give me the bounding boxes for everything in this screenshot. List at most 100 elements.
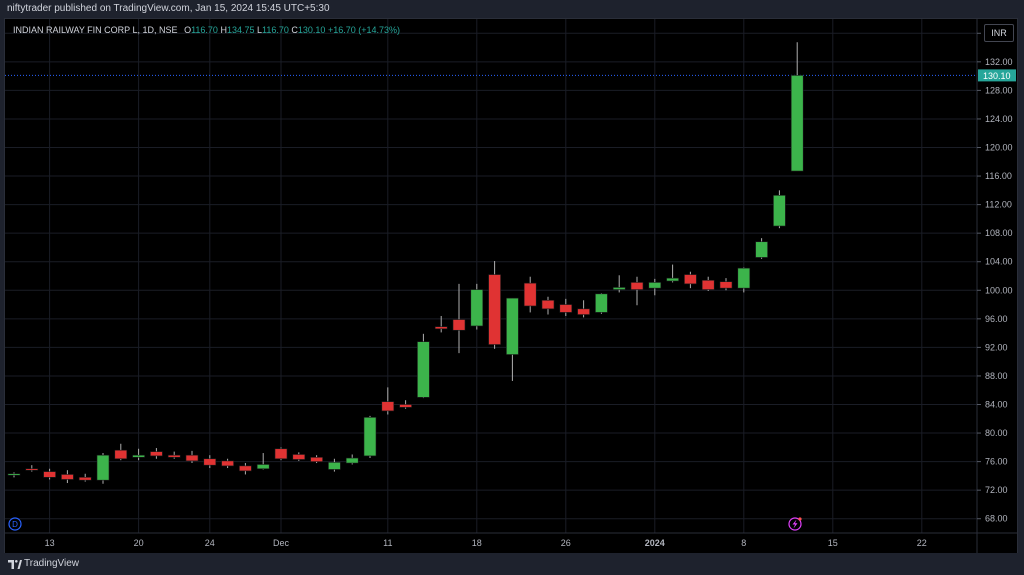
candle[interactable] [417, 333, 430, 399]
candle[interactable] [381, 387, 395, 415]
candle[interactable] [790, 42, 804, 172]
candle[interactable] [506, 297, 519, 381]
candle[interactable] [167, 451, 181, 459]
price-tick-label: 108.00 [985, 228, 1013, 238]
candle[interactable] [684, 271, 697, 289]
candle[interactable] [328, 458, 341, 472]
candle[interactable] [363, 415, 377, 459]
candle[interactable] [701, 276, 715, 291]
candle-body [43, 471, 56, 478]
candle[interactable] [612, 275, 626, 293]
candle[interactable] [114, 443, 128, 461]
last-price-label-group: 130.10 [978, 69, 1016, 82]
candle[interactable] [737, 267, 751, 293]
candle[interactable] [43, 468, 56, 480]
candle[interactable] [292, 452, 306, 461]
candle[interactable] [345, 454, 359, 465]
price-tick-label: 96.00 [985, 314, 1008, 324]
tradingview-brand-text: TradingView [24, 558, 80, 569]
candle-body [541, 299, 555, 310]
candle-body [381, 401, 395, 412]
lightning-icon[interactable] [788, 517, 802, 531]
candle-body [256, 464, 270, 470]
candle-body [7, 473, 21, 476]
candle-body [167, 454, 181, 458]
symbol-title: INDIAN RAILWAY FIN CORP L, 1D, NSE [13, 25, 178, 35]
candle-body [755, 241, 768, 258]
close-label: C [291, 25, 298, 35]
candle-body [399, 404, 412, 408]
candle[interactable] [221, 458, 234, 469]
price-tick-label: 112.00 [985, 200, 1012, 210]
candle[interactable] [488, 261, 501, 349]
candle-body [737, 267, 751, 289]
candle-body [25, 468, 39, 471]
time-scale[interactable]: 13 20 24 Dec 11 18 26 2024 8 15 22 [45, 538, 927, 548]
time-tick-label: 20 [134, 538, 144, 548]
last-price-label: 130.10 [983, 71, 1011, 81]
candle[interactable] [239, 463, 252, 475]
candle[interactable] [96, 453, 110, 484]
price-scale[interactable]: 68.00 72.00 76.00 80.00 84.00 88.00 92.00 96.00… [977, 28, 1013, 524]
chart-frame[interactable]: 68.00 72.00 76.00 80.00 84.00 88.00 92.00 96.00… [4, 18, 1018, 554]
candle[interactable] [434, 315, 448, 333]
candle[interactable] [523, 276, 537, 313]
candle[interactable] [648, 278, 662, 296]
candle[interactable] [541, 296, 555, 315]
candle[interactable] [185, 450, 199, 464]
high-label: H [220, 25, 227, 35]
time-tick-label: 24 [205, 538, 215, 548]
candle[interactable] [630, 276, 644, 306]
candle[interactable] [577, 300, 590, 318]
grid-lines [5, 19, 977, 533]
candle[interactable] [666, 264, 679, 283]
candlestick-chart[interactable]: 68.00 72.00 76.00 80.00 84.00 88.00 92.00 96.00… [5, 19, 1017, 553]
candle-body [577, 308, 590, 315]
candle[interactable] [150, 448, 163, 459]
candle[interactable] [559, 298, 573, 316]
price-tick-label: 128.00 [985, 85, 1013, 95]
candle[interactable] [274, 447, 288, 461]
price-tick-label: 92.00 [985, 342, 1008, 352]
candle[interactable] [452, 283, 466, 354]
candle[interactable] [399, 400, 412, 409]
candle[interactable] [256, 453, 270, 470]
candle-body [434, 326, 448, 330]
time-tick-label: 26 [561, 538, 571, 548]
time-tick-label: 18 [472, 538, 482, 548]
candle[interactable] [470, 283, 484, 330]
candle-body [630, 282, 644, 290]
currency-button[interactable]: INR [984, 24, 1014, 42]
candle[interactable] [595, 293, 608, 314]
candle-body [61, 474, 74, 480]
candle-body [150, 451, 163, 457]
candle-body [612, 287, 626, 290]
candle-body [328, 462, 341, 470]
candle[interactable] [773, 190, 786, 229]
candle-body [417, 341, 430, 398]
candle[interactable] [132, 448, 145, 461]
candle-body [684, 274, 697, 285]
price-tick-label: 80.00 [985, 428, 1008, 438]
time-tick-label: 22 [917, 538, 927, 548]
candle[interactable] [719, 278, 733, 291]
candle-body [78, 477, 92, 481]
low-label: L [257, 25, 263, 35]
price-tick-label: 116.00 [985, 171, 1012, 181]
candle-body [701, 279, 715, 290]
candle[interactable] [61, 470, 74, 484]
candle[interactable] [7, 472, 21, 478]
candle-body [310, 457, 323, 462]
candles-group[interactable] [7, 42, 804, 484]
price-tick-label: 68.00 [985, 514, 1008, 524]
candle[interactable] [25, 465, 39, 472]
price-tick-label: 88.00 [985, 371, 1008, 381]
dividend-marker[interactable]: D [8, 517, 22, 531]
candle[interactable] [755, 238, 768, 259]
price-tick-label: 76.00 [985, 457, 1008, 467]
candle[interactable] [203, 455, 217, 469]
candle-body [132, 454, 145, 458]
candle[interactable] [310, 455, 323, 464]
candle[interactable] [78, 473, 92, 482]
price-tick-label: 100.00 [985, 285, 1013, 295]
